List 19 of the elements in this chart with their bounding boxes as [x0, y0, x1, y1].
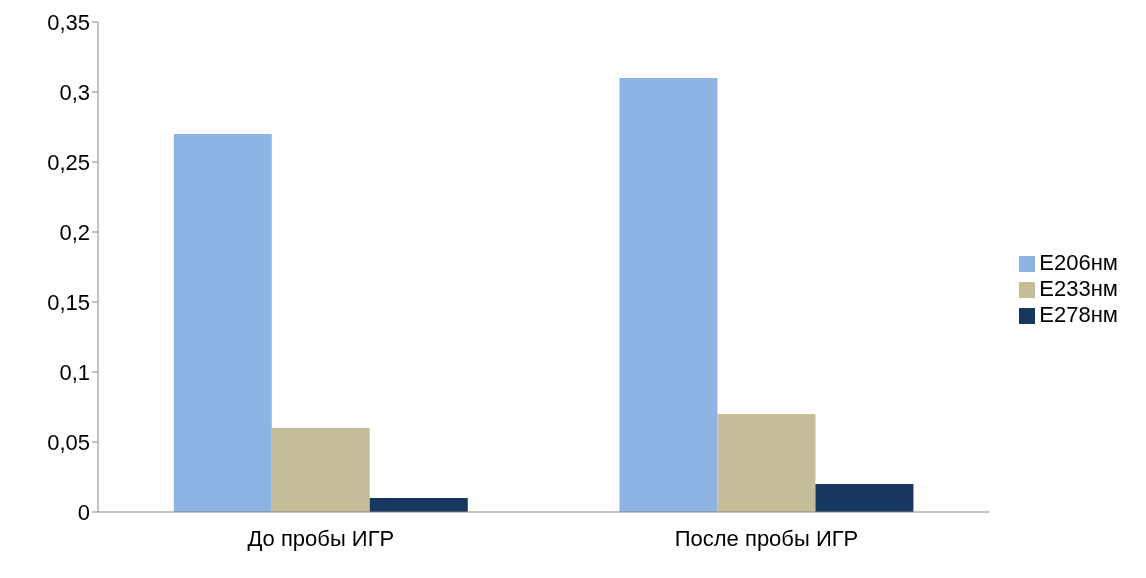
bar — [271, 428, 370, 512]
legend-label: E278нм — [1039, 302, 1118, 327]
x-tick-label: До пробы ИГР — [247, 525, 395, 551]
y-tick-label: 0 — [77, 499, 90, 525]
bar — [717, 414, 816, 512]
bar — [369, 498, 468, 512]
bar — [619, 78, 718, 512]
bar — [815, 484, 914, 512]
y-tick-label: 0,05 — [47, 429, 90, 455]
bar — [173, 134, 272, 512]
legend-label: E233нм — [1039, 276, 1118, 301]
x-tick-label: После пробы ИГР — [674, 525, 859, 551]
y-tick-label: 0,2 — [59, 219, 90, 245]
y-tick-label: 0,15 — [47, 289, 90, 315]
y-tick-label: 0,35 — [47, 9, 90, 35]
y-tick-label: 0,3 — [59, 79, 90, 105]
y-tick-label: 0,25 — [47, 149, 90, 175]
legend-label: E206нм — [1039, 250, 1118, 275]
y-tick-label: 0,1 — [59, 359, 90, 385]
